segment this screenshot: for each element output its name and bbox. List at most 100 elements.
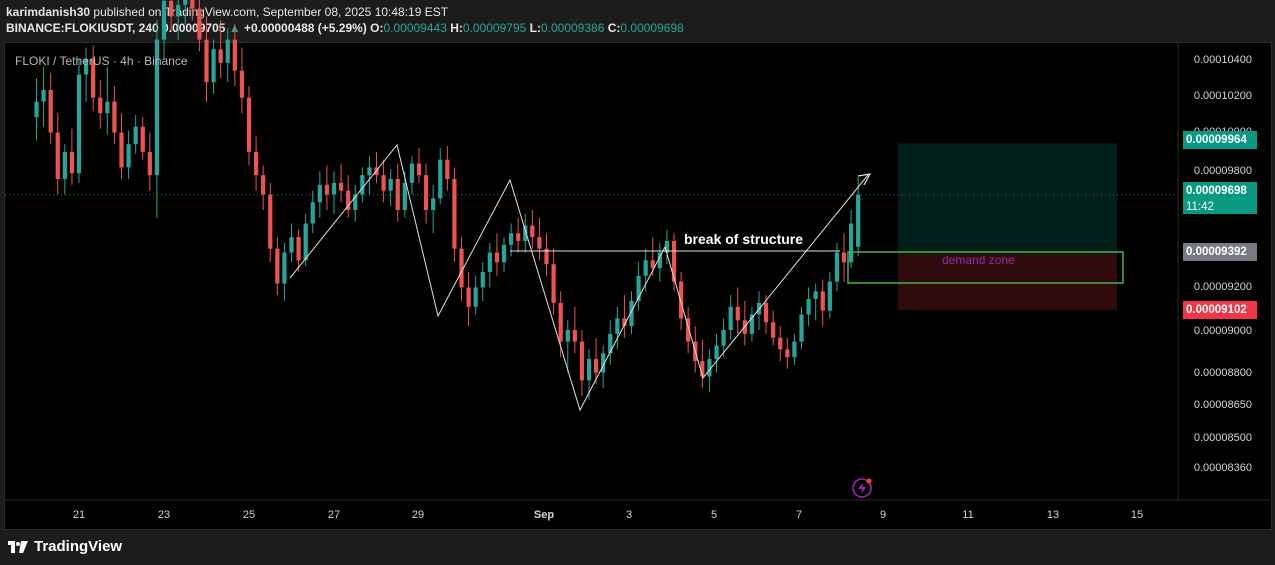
symbol-label: FLOKI / TetherUS · 4h · Binance: [15, 54, 188, 68]
bar-countdown: 11:42: [1186, 201, 1214, 213]
candle-body: [643, 260, 648, 276]
candle-body: [303, 223, 308, 261]
candle-body: [41, 89, 46, 102]
candle-body: [714, 345, 719, 360]
candle-body: [763, 302, 769, 323]
brand-name: TradingView: [34, 538, 123, 555]
y-tick-label: 0.00009800: [1194, 165, 1252, 177]
x-tick-label: 27: [328, 509, 340, 521]
candle-body: [253, 151, 259, 176]
candle-body: [778, 337, 783, 350]
candle-body: [487, 252, 492, 272]
candle-body: [176, 4, 181, 17]
bos-label: break of structure: [684, 231, 803, 247]
candle-body: [792, 341, 797, 358]
publish-info: published on TradingView.com, September …: [93, 5, 449, 19]
candle-body: [622, 318, 627, 327]
y-tick-label: 0.00008360: [1194, 462, 1252, 474]
candle-body: [537, 237, 542, 249]
candle-body: [508, 233, 514, 245]
candle-body: [608, 333, 613, 354]
candle-body: [650, 260, 655, 269]
x-tick-label: 5: [711, 509, 717, 521]
candle-body: [834, 252, 840, 282]
candle-body: [190, 0, 195, 9]
open-value: 0.00009443: [383, 21, 447, 35]
candle-body: [856, 194, 861, 247]
candle-body: [275, 248, 280, 284]
candle-body: [69, 151, 75, 174]
candle-body: [204, 39, 209, 83]
candle-body: [544, 248, 549, 265]
author-name[interactable]: karimdanish30: [6, 5, 91, 19]
candle-body: [83, 59, 89, 75]
tradingview-logo[interactable]: TradingView: [8, 538, 122, 555]
y-tick-label: 0.00010200: [1194, 90, 1252, 102]
candle-body: [813, 291, 818, 300]
axes: 0.000104000.000102000.000100000.00009800…: [5, 43, 1270, 521]
candle-body: [501, 244, 507, 263]
candle-body: [841, 252, 847, 263]
candle-body: [848, 223, 854, 263]
candle-body: [48, 89, 53, 133]
current-price-tag: 0.00009698 11:42: [1183, 182, 1257, 214]
candle-body: [126, 144, 131, 168]
candle-body: [820, 291, 825, 311]
candle-body: [105, 101, 110, 114]
candle-body: [338, 182, 344, 191]
x-tick-label: 29: [412, 509, 424, 521]
candle-body: [91, 59, 96, 98]
chart-frame[interactable]: [4, 42, 1272, 530]
high-value: 0.00009795: [462, 21, 527, 35]
candle-body: [664, 240, 670, 253]
x-tick-label: Sep: [534, 509, 554, 521]
candle-body: [388, 179, 393, 191]
x-tick-label: 15: [1131, 509, 1143, 521]
candle-body: [76, 74, 82, 174]
candle-body: [183, 0, 188, 5]
demand-zone-box: [847, 251, 1124, 284]
candle-body: [551, 264, 556, 303]
candle-body: [168, 0, 174, 17]
candle-body: [317, 184, 322, 203]
candle-body: [452, 179, 457, 249]
candle-body: [771, 322, 776, 338]
candle-body: [466, 287, 471, 307]
x-tick-label: 23: [158, 509, 170, 521]
y-tick-label: 0.00008800: [1194, 367, 1252, 379]
candle-body: [445, 159, 450, 180]
candle-body: [409, 163, 415, 183]
candle-body: [494, 252, 500, 263]
candle-body: [218, 49, 223, 63]
symbol-interval: BINANCE:FLOKIUSDT, 240: [6, 21, 159, 35]
candle-body: [558, 302, 563, 342]
candle-body: [211, 49, 216, 83]
x-tick-label: 25: [243, 509, 255, 521]
candle-body: [331, 182, 337, 195]
candle-body: [324, 184, 330, 195]
position-zones: [898, 143, 1117, 311]
candle-body: [686, 318, 691, 342]
demand-zone-label: demand zone: [942, 253, 1015, 267]
candle-body: [119, 132, 124, 168]
candle-body: [749, 314, 755, 334]
candle-body: [615, 318, 620, 334]
candle-body: [636, 275, 641, 301]
lightning-icon[interactable]: [851, 477, 873, 499]
candle-body: [34, 101, 39, 118]
target-price-tag: 0.00009964: [1183, 131, 1257, 149]
candle-body: [261, 175, 266, 195]
candle-body: [98, 97, 103, 114]
x-tick-label: 11: [962, 509, 973, 521]
tradingview-logo-icon: [8, 540, 28, 553]
candle-body: [282, 252, 287, 284]
arrow-head: [857, 173, 872, 186]
candle-body: [827, 281, 832, 311]
candle-body: [296, 237, 301, 261]
publish-line: karimdanish30 published on TradingView.c…: [6, 4, 684, 20]
candle-body: [161, 0, 167, 40]
candle-body: [530, 225, 535, 238]
candle-body: [806, 299, 811, 315]
candle-body: [657, 252, 662, 269]
